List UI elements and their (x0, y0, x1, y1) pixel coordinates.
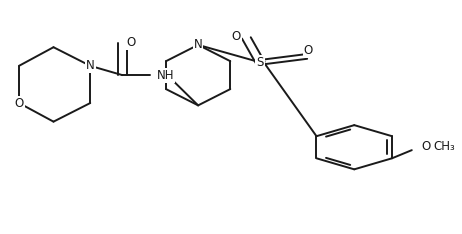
Text: O: O (231, 30, 241, 43)
Text: O: O (304, 44, 313, 57)
Text: O: O (126, 36, 135, 49)
Text: O: O (14, 97, 24, 110)
Text: N: N (194, 38, 202, 51)
Text: S: S (256, 56, 264, 69)
Text: NH: NH (157, 69, 174, 82)
Text: O: O (421, 140, 430, 153)
Text: CH₃: CH₃ (434, 140, 456, 153)
Text: N: N (86, 59, 95, 72)
